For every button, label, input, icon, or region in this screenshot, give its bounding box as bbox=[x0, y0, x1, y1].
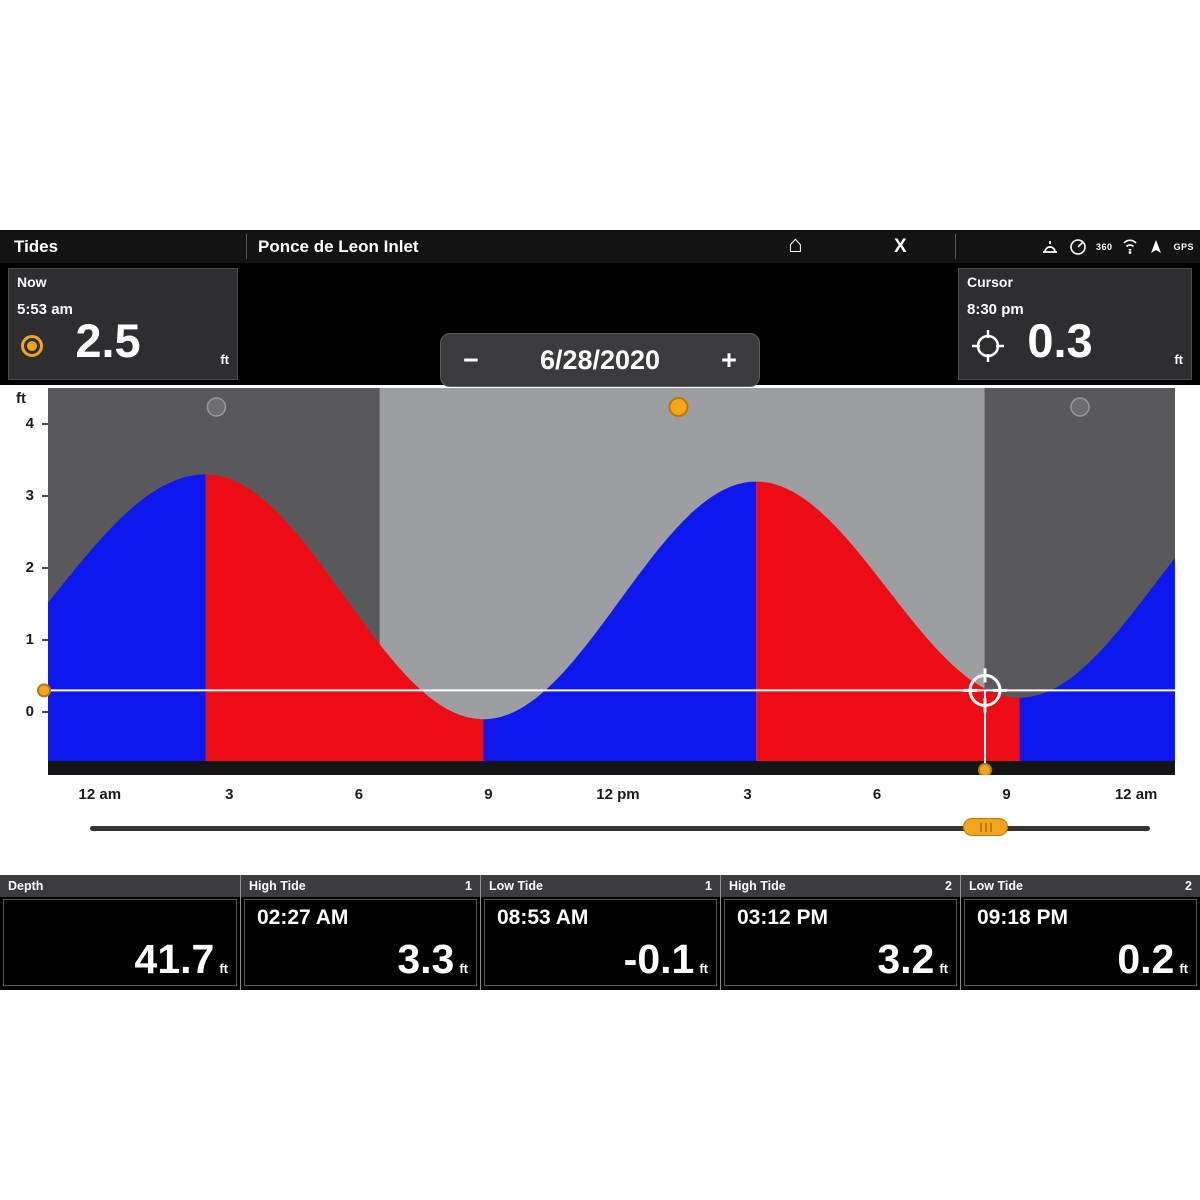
panel-label: Low Tide bbox=[489, 879, 543, 893]
tide-unit: ft bbox=[1179, 961, 1188, 976]
rising-tide-segment bbox=[1019, 558, 1175, 775]
tide-unit: ft bbox=[939, 961, 948, 976]
depth-value: 41.7 bbox=[134, 936, 215, 982]
panel-label: Depth bbox=[8, 879, 44, 893]
bottom-data-bar: Depth 41.7 ft High Tide 1 02:27 AM 3.3 ft L… bbox=[0, 875, 1200, 990]
y-axis-tick-label: 3 bbox=[25, 487, 34, 504]
cursor-label: Cursor bbox=[967, 274, 1013, 290]
tide-station-name: Ponce de Leon Inlet bbox=[258, 237, 419, 256]
tide-value: 3.2 bbox=[877, 936, 935, 982]
cursor-tide-value: 0.3 bbox=[1027, 314, 1093, 367]
rising-tide-segment bbox=[48, 474, 206, 775]
date-control: − 6/28/2020 + bbox=[440, 333, 760, 387]
x-axis-tick-label: 9 bbox=[484, 786, 493, 803]
cursor-panel: Cursor 8:30 pm 0.3 ft bbox=[958, 268, 1192, 380]
low-tide-2-panel: Low Tide 2 09:18 PM 0.2 ft bbox=[960, 875, 1200, 990]
puck-icon bbox=[1042, 240, 1057, 253]
x-axis-tick-label: 12 pm bbox=[596, 786, 640, 803]
x-axis-tick-label: 3 bbox=[225, 786, 234, 803]
x-axis-tick-label: 3 bbox=[743, 786, 752, 803]
time-slider-handle[interactable] bbox=[963, 818, 1008, 836]
panel-index: 1 bbox=[705, 879, 712, 893]
depth-panel: Depth 41.7 ft bbox=[0, 875, 240, 990]
now-marker-icon bbox=[21, 335, 43, 357]
compass-icon bbox=[1070, 238, 1086, 255]
x-axis-labels: 12 am 3 6 9 12 pm 3 6 9 12 am bbox=[0, 786, 1200, 808]
status-icon-cluster: 360 GPS bbox=[1040, 234, 1194, 259]
cursor-bottom-marker bbox=[978, 763, 993, 777]
y-axis-tick-label: 0 bbox=[25, 703, 34, 720]
x-axis-tick-label: 12 am bbox=[1114, 786, 1158, 803]
sonar-360-icon: 360 bbox=[1095, 241, 1113, 252]
y-axis-labels: 4 3 2 1 0 bbox=[0, 388, 38, 775]
depth-unit: ft bbox=[219, 961, 228, 976]
panel-index: 2 bbox=[1185, 879, 1192, 893]
tide-unit: ft bbox=[459, 961, 468, 976]
date-display: 6/28/2020 bbox=[539, 344, 661, 375]
panel-time: 02:27 AM bbox=[257, 906, 349, 929]
panel-index: 1 bbox=[465, 879, 472, 893]
now-tide-value: 2.5 bbox=[75, 314, 141, 367]
panel-label: Low Tide bbox=[969, 879, 1023, 893]
y-axis-tick-label: 1 bbox=[25, 631, 34, 648]
panel-time: 03:12 PM bbox=[737, 906, 829, 929]
panel-time: 08:53 AM bbox=[497, 906, 589, 929]
topbar-divider bbox=[955, 234, 956, 259]
cursor-tide-unit: ft bbox=[1174, 352, 1183, 367]
now-tide-unit: ft bbox=[220, 352, 229, 367]
sonar-waves-icon bbox=[1123, 238, 1138, 254]
panel-label: High Tide bbox=[729, 879, 786, 893]
time-slider-track[interactable] bbox=[90, 826, 1150, 831]
moon-icon bbox=[1070, 397, 1090, 417]
tide-value: 0.2 bbox=[1117, 936, 1175, 982]
y-axis-tick-label: 2 bbox=[25, 559, 34, 576]
y-axis-tick-label: 4 bbox=[25, 415, 34, 432]
high-tide-2-panel: High Tide 2 03:12 PM 3.2 ft bbox=[720, 875, 960, 990]
now-panel: Now 5:53 am 2.5 ft bbox=[8, 268, 238, 380]
now-time: 5:53 am bbox=[17, 301, 73, 318]
chartplotter-screen: Tides Ponce de Leon Inlet ⌂ X 360 bbox=[0, 230, 1200, 990]
tide-chart[interactable] bbox=[0, 388, 1200, 777]
tide-unit: ft bbox=[699, 961, 708, 976]
low-tide-1-panel: Low Tide 1 08:53 AM -0.1 ft bbox=[480, 875, 720, 990]
date-prev-button[interactable]: − bbox=[441, 344, 501, 377]
moon-icon bbox=[206, 397, 227, 417]
cursor-level-marker bbox=[37, 683, 51, 698]
x-axis-tick-label: 6 bbox=[354, 786, 364, 803]
high-tide-1-panel: High Tide 1 02:27 AM 3.3 ft bbox=[240, 875, 480, 990]
panel-time: 09:18 PM bbox=[977, 906, 1069, 929]
home-icon[interactable]: ⌂ bbox=[788, 231, 803, 258]
x-axis-tick-label: 12 am bbox=[78, 786, 122, 803]
crosshair-icon bbox=[971, 329, 1005, 368]
y-axis-unit-label: ft bbox=[16, 390, 26, 407]
gps-icon: GPS bbox=[1173, 241, 1194, 252]
cursor-time: 8:30 pm bbox=[967, 301, 1024, 318]
sun-icon bbox=[668, 397, 689, 417]
tide-value: 3.3 bbox=[397, 936, 455, 982]
panel-label: High Tide bbox=[249, 879, 306, 893]
date-next-button[interactable]: + bbox=[699, 344, 759, 377]
x-axis-tick-label: 6 bbox=[872, 786, 882, 803]
close-icon[interactable]: X bbox=[894, 236, 907, 257]
x-axis-tick-label: 9 bbox=[1002, 786, 1011, 803]
tide-value: -0.1 bbox=[623, 936, 695, 982]
falling-tide-segment bbox=[205, 474, 484, 775]
topbar-divider bbox=[246, 234, 247, 259]
falling-tide-segment bbox=[756, 481, 1020, 775]
header-row: Now 5:53 am 2.5 ft − 6/28/2020 + Cursor … bbox=[0, 263, 1200, 387]
rising-tide-segment bbox=[483, 481, 757, 775]
panel-index: 2 bbox=[945, 879, 952, 893]
page-title: Tides bbox=[14, 237, 59, 256]
nav-arrow-icon bbox=[1151, 239, 1162, 253]
x-axis-strip bbox=[48, 761, 1175, 775]
now-label: Now bbox=[17, 274, 47, 290]
top-bar: Tides Ponce de Leon Inlet ⌂ X 360 bbox=[0, 230, 1200, 263]
